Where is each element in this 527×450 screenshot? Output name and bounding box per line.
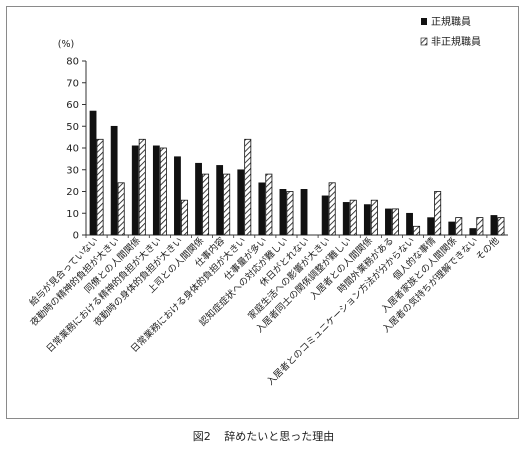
legend-label-seishain: 正規職員	[431, 16, 471, 28]
bar-seishain	[110, 125, 118, 236]
y-tick-label: 20	[66, 187, 79, 198]
bar-hiseishain	[223, 173, 231, 236]
bar-hiseishain	[413, 225, 421, 236]
y-tick-label: 50	[66, 122, 79, 133]
y-tick-label: 10	[66, 209, 79, 220]
bars	[89, 110, 505, 236]
bar-seishain	[195, 162, 202, 236]
bar-seishain	[342, 202, 350, 236]
bar-hiseishain	[244, 138, 252, 236]
bar-hiseishain	[96, 138, 104, 236]
y-tick-label: 40	[66, 144, 79, 155]
bar-hiseishain	[265, 173, 273, 236]
bar-seishain	[237, 169, 245, 236]
y-tick-label: 70	[66, 78, 79, 89]
bar-seishain	[152, 145, 160, 236]
bar-seishain	[490, 215, 498, 236]
bar-seishain	[216, 165, 224, 236]
figure-title: 辞めたいと思った理由	[224, 430, 335, 443]
bar-seishain	[258, 182, 266, 236]
y-unit-label: (%)	[58, 39, 74, 50]
legend-swatch-hiseishain	[420, 37, 428, 46]
bar-hiseishain	[180, 199, 188, 236]
y-tick-label: 80	[66, 57, 79, 68]
legend-swatch-seishain	[421, 18, 427, 25]
bar-seishain	[469, 228, 477, 236]
y-tick-label: 30	[66, 165, 79, 176]
bar-seishain	[300, 189, 308, 236]
bar-hiseishain	[349, 199, 357, 236]
bar-hiseishain	[455, 217, 463, 236]
bar-hiseishain	[476, 217, 484, 236]
bar-hiseishain	[202, 173, 210, 236]
bar-hiseishain	[138, 138, 146, 236]
bar-seishain	[448, 221, 456, 236]
bar-seishain	[279, 189, 287, 236]
bar-seishain	[174, 156, 181, 236]
bar-hiseishain	[286, 191, 294, 236]
bar-seishain	[427, 217, 435, 236]
figure-number: 図2	[192, 430, 211, 443]
bar-seishain	[131, 145, 139, 236]
category-labels: 給与が見合っていない夜勤時の精神的負担が大きい同僚との人間関係日常業務における精…	[27, 235, 502, 388]
bar-hiseishain	[497, 217, 505, 236]
legend-label-hiseishain: 非正規職員	[431, 36, 481, 48]
bar-seishain	[321, 195, 329, 236]
figure-caption: 図2 辞めたいと思った理由	[0, 428, 527, 444]
bar-seishain	[363, 204, 371, 236]
bar-seishain	[406, 212, 413, 236]
bar-hiseishain	[370, 199, 378, 236]
bar-hiseishain	[328, 182, 336, 236]
bar-hiseishain	[434, 191, 442, 236]
bar-seishain	[385, 208, 392, 236]
category-label: その他	[473, 235, 501, 263]
y-tick-label: 0	[73, 231, 79, 242]
y-tick-label: 60	[66, 100, 79, 111]
bar-seishain	[89, 110, 97, 236]
bar-hiseishain	[117, 182, 125, 236]
bar-hiseishain	[391, 208, 399, 236]
bar-hiseishain	[159, 147, 167, 236]
